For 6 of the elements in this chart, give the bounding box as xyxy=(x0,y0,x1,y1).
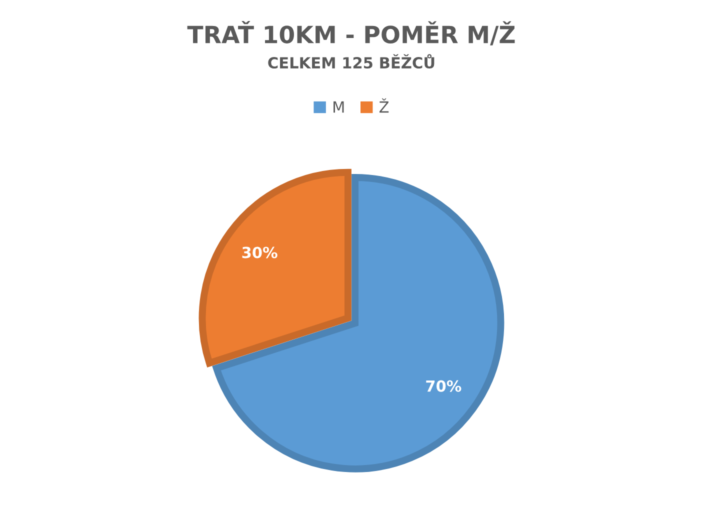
legend-label: M xyxy=(334,101,344,113)
legend-label: Ž xyxy=(380,98,389,113)
data-label: 30% xyxy=(242,246,278,258)
chart-subtitle: CELKEM 125 BĚŽCŮ xyxy=(268,54,434,69)
data-label: 70% xyxy=(426,380,462,392)
chart-title: TRAŤ 10KM - POMĚR M/Ž xyxy=(187,21,515,46)
